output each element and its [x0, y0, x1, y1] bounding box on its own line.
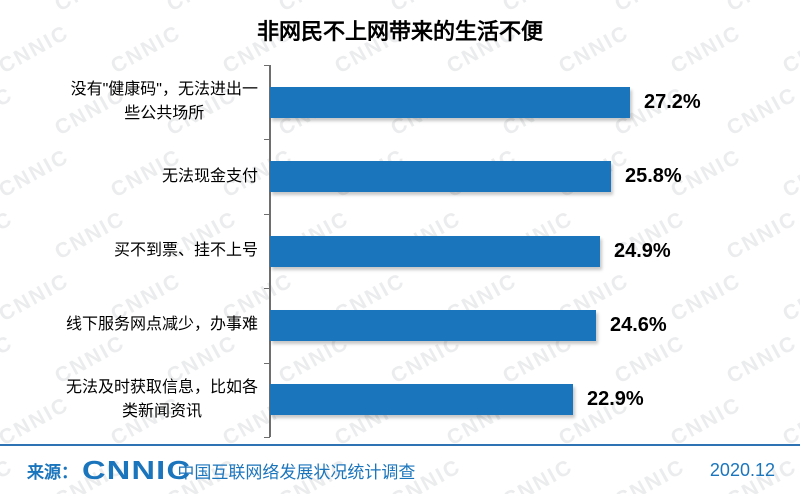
bar — [270, 309, 596, 341]
bar — [270, 161, 611, 193]
category-label-band: 无法现金支付 — [0, 139, 258, 213]
y-axis-tick — [264, 363, 270, 364]
report-date: 2020.12 — [709, 459, 775, 480]
cnnic-watermark: CNNIC — [778, 268, 800, 327]
y-axis-tick — [264, 288, 270, 289]
category-label-band: 线下服务网点减少，办事难 — [0, 288, 258, 362]
category-labels: 没有"健康码"，无法进出一 些公共场所无法现金支付买不到票、挂不上号线下服务网点… — [0, 65, 258, 437]
source-text: 中国互联网络发展状况统计调查 — [177, 462, 416, 482]
bar — [270, 384, 573, 416]
category-label-band: 无法及时获取信息，比如各 类新闻资讯 — [0, 363, 258, 437]
y-axis-tick — [264, 214, 270, 215]
category-label: 无法现金支付 — [161, 167, 258, 185]
bar — [270, 235, 600, 267]
source-prefix: 来源： — [27, 462, 78, 482]
cnnic-logo: CNNIC — [82, 454, 192, 485]
category-label-band: 买不到票、挂不上号 — [0, 214, 258, 288]
plot-area: 27.2% 25.8% 24.9% 24.6% 22.9% — [264, 65, 770, 438]
category-label: 没有"健康码"，无法进出一 些公共场所 — [70, 81, 258, 123]
category-label-band: 没有"健康码"，无法进出一 些公共场所 — [0, 65, 258, 139]
bar — [270, 86, 630, 118]
bar-value-label: 27.2% — [644, 90, 701, 113]
footer-divider — [0, 444, 800, 446]
category-label: 买不到票、挂不上号 — [113, 241, 258, 259]
chart-title: 非网民不上网带来的生活不便 — [256, 19, 543, 44]
cnnic-watermark: CNNIC — [778, 392, 800, 451]
y-axis-tick — [264, 437, 270, 438]
y-axis-tick — [264, 65, 270, 66]
footer: 来源： CNNIC 中国互联网络发展状况统计调查 2020.12 — [0, 446, 800, 494]
bar-value-label: 25.8% — [625, 165, 682, 188]
category-label: 线下服务网点减少，办事难 — [65, 316, 258, 334]
y-axis-tick — [264, 139, 270, 140]
cnnic-watermark: CNNIC — [778, 144, 800, 203]
category-label: 无法及时获取信息，比如各 类新闻资讯 — [65, 378, 258, 420]
bar-value-label: 22.9% — [587, 388, 644, 411]
bar-value-label: 24.9% — [614, 239, 671, 262]
bar-value-label: 24.6% — [610, 313, 667, 336]
